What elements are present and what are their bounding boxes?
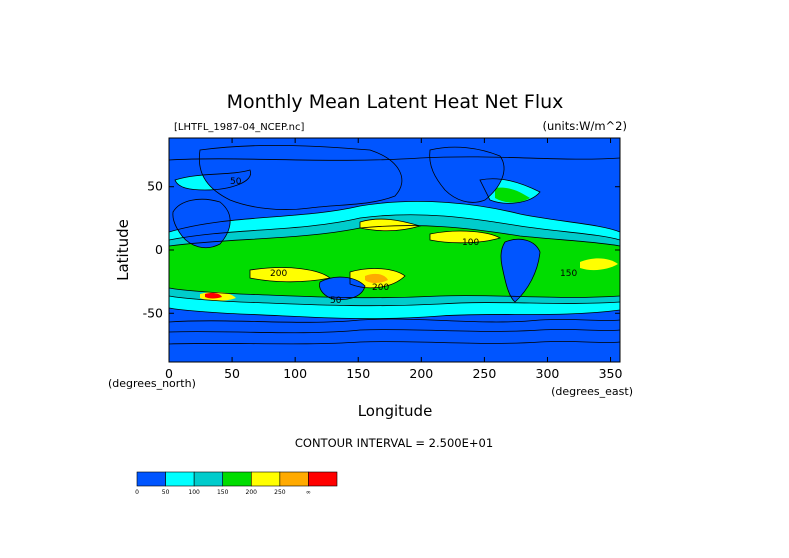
x-tick-label: 300 — [536, 366, 560, 381]
band-150-200 — [495, 187, 530, 203]
patch-200-250 — [250, 267, 330, 282]
x-tick-label: 200 — [409, 366, 433, 381]
landmass-north-america — [429, 147, 505, 203]
y-tick-label: 0 — [155, 242, 163, 257]
colorbar-level-label: 50 — [162, 489, 170, 496]
chart-title: Monthly Mean Latent Heat Net Flux — [227, 91, 564, 113]
x-tick-label: 100 — [283, 366, 307, 381]
patch-peak — [205, 293, 222, 299]
colorbar-level-label: 250 — [274, 489, 286, 496]
x-tick-label: 350 — [599, 366, 623, 381]
colorbar-level-label: 0 — [135, 489, 139, 496]
units-label: (units:W/m^2) — [542, 119, 627, 133]
contour-lines — [169, 144, 620, 345]
y-tick-label: 50 — [147, 179, 163, 194]
map-field: 100 200 150 200 50 50 — [169, 138, 620, 362]
colorbar-swatch — [193, 471, 224, 487]
colorbar-swatch — [308, 471, 338, 487]
x-tick-label: 0 — [165, 366, 173, 381]
contour-label: 100 — [462, 238, 479, 248]
colorbar-level-label: ∞ — [306, 489, 311, 496]
x-unit-label: (degrees_east) — [551, 385, 633, 398]
landmass-australia — [319, 277, 365, 300]
contour-label: 50 — [230, 177, 242, 187]
colorbar: 0 50 100 150 200 250 ∞ — [135, 471, 338, 496]
x-axis-title: Longitude — [358, 402, 433, 420]
landmass-south-america — [501, 239, 540, 302]
y-tick-label: -50 — [143, 305, 163, 320]
landmass-africa — [172, 199, 231, 248]
contour-label: 150 — [560, 269, 577, 279]
contour-label: 200 — [270, 269, 287, 279]
x-axis: 0 50 100 150 200 250 300 350 — [165, 138, 623, 381]
x-tick-label: 150 — [346, 366, 370, 381]
landmass-eurasia — [199, 145, 402, 210]
arctic-zone — [169, 138, 620, 148]
x-tick-label: 250 — [472, 366, 496, 381]
patch-250-plus — [365, 273, 388, 283]
colorbar-level-label: 200 — [246, 489, 258, 496]
contour-label: 200 — [372, 283, 389, 293]
colorbar-swatch — [279, 471, 309, 487]
colorbar-swatch — [136, 471, 166, 487]
y-unit-label: (degrees_north) — [108, 377, 196, 390]
contour-label: 50 — [330, 296, 342, 306]
y-axis: -50 0 50 — [143, 179, 620, 320]
dataset-filename: [LHTFL_1987-04_NCEP.nc] — [174, 122, 304, 133]
colorbar-level-label: 150 — [217, 489, 229, 496]
contour-labels: 100 200 150 200 50 50 — [230, 177, 577, 306]
contour-interval-note: CONTOUR INTERVAL = 2.500E+01 — [295, 436, 493, 450]
colorbar-swatch — [222, 471, 252, 487]
colorbar-swatch — [165, 471, 195, 487]
patch-200-250 — [580, 258, 618, 271]
patch-200-250 — [430, 231, 500, 243]
colorbar-level-label: 100 — [188, 489, 200, 496]
colorbar-swatch — [250, 471, 281, 487]
y-axis-title: Latitude — [114, 219, 132, 281]
patch-200-250 — [360, 219, 420, 231]
x-tick-label: 50 — [224, 366, 240, 381]
